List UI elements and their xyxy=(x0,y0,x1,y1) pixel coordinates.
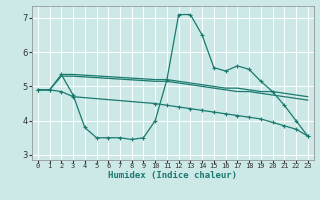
X-axis label: Humidex (Indice chaleur): Humidex (Indice chaleur) xyxy=(108,171,237,180)
